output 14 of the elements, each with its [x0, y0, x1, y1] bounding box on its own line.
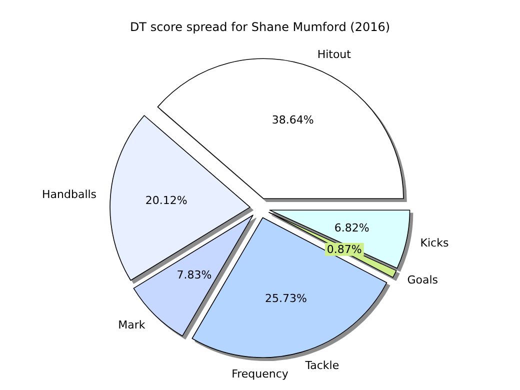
- data-label: 25.73%: [264, 292, 307, 305]
- slice-label: Mark: [118, 318, 146, 332]
- data-label: 0.87%: [326, 242, 362, 256]
- slice-label: Hitout: [317, 48, 352, 61]
- slice-label: Kicks: [420, 236, 449, 250]
- data-label: 6.82%: [334, 221, 370, 234]
- data-label: 38.64%: [272, 113, 314, 126]
- slice-label: Goals: [407, 274, 438, 287]
- data-label: 7.83%: [176, 268, 212, 282]
- text: Frequency: [232, 368, 289, 380]
- chart-title: DT score spread for Shane Mumford (2016): [130, 20, 390, 34]
- slice-label: Handballs: [42, 188, 97, 202]
- data-label: 20.12%: [145, 194, 188, 207]
- slice-label: Tackle: [304, 359, 340, 372]
